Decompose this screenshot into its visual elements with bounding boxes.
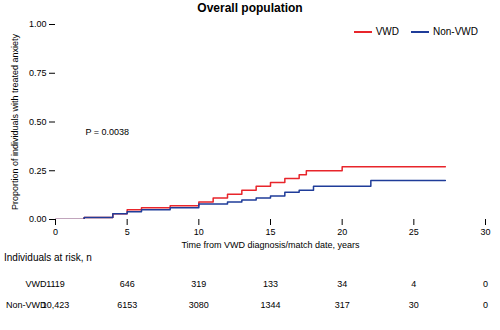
svg-text:0.25: 0.25: [29, 166, 47, 176]
svg-text:1344: 1344: [260, 300, 280, 310]
svg-text:30: 30: [409, 300, 419, 310]
svg-text:5: 5: [125, 227, 130, 237]
svg-text:0: 0: [483, 300, 488, 310]
svg-text:Time from VWD diagnosis/match: Time from VWD diagnosis/match date, year…: [181, 240, 360, 250]
svg-text:319: 319: [191, 279, 206, 289]
svg-text:0.00: 0.00: [29, 214, 47, 224]
html-text:Overall population: Overall population: [197, 1, 303, 15]
svg-text:10,423: 10,423: [42, 300, 70, 310]
svg-text:0.50: 0.50: [29, 117, 47, 127]
svg-text:3080: 3080: [189, 300, 209, 310]
svg-text:30: 30: [480, 227, 490, 237]
svg-text:Non-VWD: Non-VWD: [6, 300, 47, 311]
svg-text:317: 317: [335, 300, 350, 310]
html-text:Non-VWD: Non-VWD: [433, 26, 478, 37]
svg-text:20: 20: [337, 227, 347, 237]
svg-text:Proportion of individuals with: Proportion of individuals with treated a…: [10, 33, 20, 210]
html-text:Individuals at risk, n: Individuals at risk, n: [4, 252, 92, 263]
svg-text:646: 646: [120, 279, 135, 289]
html-text:VWD: VWD: [375, 26, 399, 37]
svg-text:6153: 6153: [117, 300, 137, 310]
svg-text:4: 4: [411, 279, 416, 289]
svg-text:15: 15: [265, 227, 275, 237]
svg-text:34: 34: [337, 279, 347, 289]
svg-text:0.75: 0.75: [29, 68, 47, 78]
svg-text:1119: 1119: [46, 279, 65, 289]
svg-text:1.00: 1.00: [29, 19, 47, 29]
svg-text:0: 0: [53, 227, 58, 237]
svg-text:10: 10: [194, 227, 204, 237]
svg-text:25: 25: [409, 227, 419, 237]
svg-text:P = 0.0038: P = 0.0038: [86, 127, 130, 137]
svg-text:0: 0: [483, 279, 488, 289]
svg-text:133: 133: [263, 279, 278, 289]
svg-text:VWD: VWD: [26, 279, 47, 289]
